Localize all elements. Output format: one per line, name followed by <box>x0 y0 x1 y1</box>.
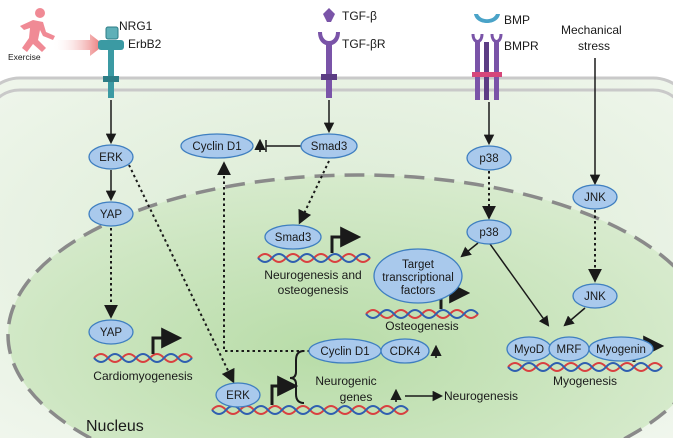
solid-arrows <box>105 58 601 402</box>
tgf-beta-receptor-icon <box>318 8 340 98</box>
label-myogenesis: Myogenesis <box>553 374 617 388</box>
up-arrow-icons <box>254 138 442 402</box>
svg-text:Myogenin: Myogenin <box>596 344 646 356</box>
arrow-p38-to-mrf <box>489 243 550 327</box>
svg-text:CDK4: CDK4 <box>390 346 421 358</box>
node-p38-nucleus: p38 <box>466 219 512 245</box>
node-smad3-nucleus: Smad3 <box>264 224 322 250</box>
erbb2-receptor-icon <box>98 26 124 98</box>
nucleus-label: Nucleus <box>86 418 144 435</box>
node-yap-top: YAP <box>88 201 134 227</box>
cell-membrane-inner <box>0 88 673 99</box>
node-yap-nucleus: YAP <box>88 319 134 345</box>
node-cyclin-d1-top: Cyclin D1 <box>180 133 254 159</box>
svg-text:factors: factors <box>401 285 436 297</box>
mechanical-stress-label-line1: Mechanical <box>561 23 622 37</box>
svg-text:ERK: ERK <box>226 390 250 402</box>
dotted-arrows <box>104 160 602 384</box>
runner-icon <box>20 8 55 52</box>
svg-text:transcriptional: transcriptional <box>382 272 454 284</box>
bmp-label: BMP <box>504 13 530 27</box>
node-erk-top: ERK <box>88 144 134 170</box>
dna-osteogenesis <box>365 309 479 319</box>
label-neurogenesis-osteogenesis-line1: Neurogenesis and <box>264 268 361 282</box>
arrow-cyclin-d1-to-cytoplasm <box>217 161 310 352</box>
nrg1-label: NRG1 <box>119 19 153 33</box>
svg-text:YAP: YAP <box>100 209 122 221</box>
svg-text:ERK: ERK <box>99 152 123 164</box>
label-osteogenesis: Osteogenesis <box>385 319 458 333</box>
node-myod: MyoD <box>506 336 552 362</box>
node-mrf: MRF <box>548 336 590 362</box>
svg-text:Smad3: Smad3 <box>311 141 347 153</box>
transcription-arrow-cardio <box>151 327 183 354</box>
label-neurogenic-genes-line2: genes <box>340 390 373 404</box>
node-jnk-top: JNK <box>572 184 618 210</box>
arrow-erk-to-nuclear-erk <box>128 164 235 384</box>
nucleus <box>6 173 673 438</box>
exercise-label: Exercise <box>8 52 41 62</box>
dna-cardiomyogenesis <box>93 353 193 363</box>
brace <box>289 350 305 404</box>
svg-text:JNK: JNK <box>584 291 606 303</box>
node-jnk-nucleus: JNK <box>572 283 618 309</box>
bmpr-receptor-icon <box>471 14 503 100</box>
node-myogenin: Myogenin <box>588 336 654 362</box>
label-neurogenic-genes-line1: Neurogenic <box>315 374 376 388</box>
transcription-arrow-smad3 <box>330 226 362 253</box>
label-neurogenesis: Neurogenesis <box>444 389 518 403</box>
label-cardiomyogenesis: Cardiomyogenesis <box>93 369 192 383</box>
node-cdk4: CDK4 <box>380 338 430 364</box>
mechanical-stress-label-line2: stress <box>578 39 610 53</box>
exercise-arrow <box>52 34 104 56</box>
arrow-p38-to-target-tf <box>460 242 479 258</box>
arrow-jnk-to-mrf <box>563 307 586 327</box>
arrow-smad3-to-nucleus <box>298 160 330 225</box>
label-neurogenesis-osteogenesis-line2: osteogenesis <box>278 283 349 297</box>
svg-text:Target: Target <box>402 259 435 271</box>
tgf-beta-label: TGF-β <box>342 9 377 23</box>
svg-text:p38: p38 <box>479 153 498 165</box>
node-erk-nucleus: ERK <box>215 382 261 408</box>
dna-myogenesis <box>507 362 663 372</box>
svg-text:JNK: JNK <box>584 192 606 204</box>
svg-text:YAP: YAP <box>100 327 122 339</box>
svg-text:Cyclin D1: Cyclin D1 <box>320 346 369 358</box>
bmpr-label: BMPR <box>504 39 539 53</box>
svg-text:Cyclin D1: Cyclin D1 <box>192 141 241 153</box>
tgf-beta-r-label: TGF-βR <box>342 37 386 51</box>
node-cyclin-d1-nucleus: Cyclin D1 <box>308 338 382 364</box>
svg-text:MyoD: MyoD <box>514 344 544 356</box>
node-p38-top: p38 <box>466 145 512 171</box>
dna-smad3 <box>257 253 371 263</box>
erbb2-label: ErbB2 <box>128 37 162 51</box>
node-target-transcriptional-factors: Target transcriptional factors <box>373 248 463 304</box>
svg-text:p38: p38 <box>479 227 498 239</box>
svg-text:Smad3: Smad3 <box>275 232 311 244</box>
transcription-arrow-erk <box>270 375 299 405</box>
node-smad3-top: Smad3 <box>300 133 358 159</box>
svg-text:MRF: MRF <box>557 344 582 356</box>
